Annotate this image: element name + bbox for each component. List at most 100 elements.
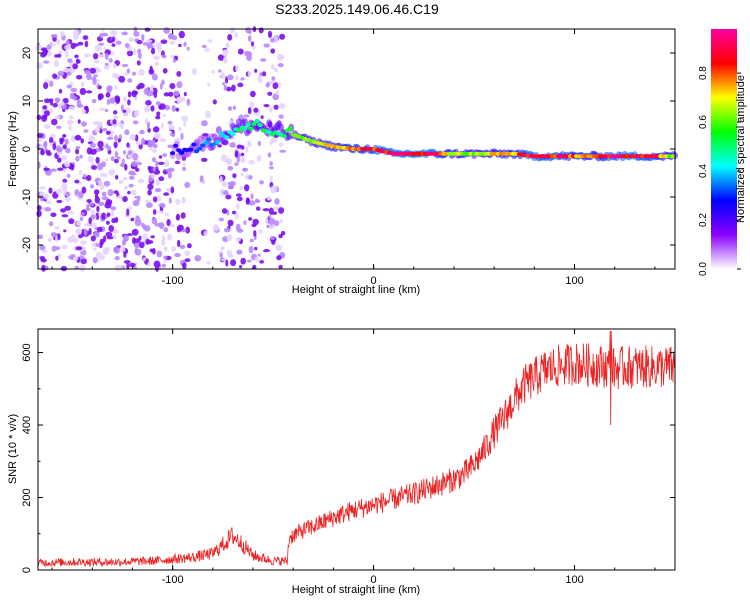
noise-blob — [110, 156, 115, 162]
noise-blob — [91, 165, 98, 170]
noise-blob — [271, 64, 275, 70]
noise-blob — [97, 93, 102, 101]
noise-blob — [250, 193, 254, 200]
noise-blob — [220, 245, 225, 251]
noise-blob — [139, 129, 145, 135]
noise-blob — [149, 146, 153, 151]
noise-blob — [255, 199, 261, 204]
noise-blob — [74, 54, 79, 59]
noise-blob — [64, 205, 71, 211]
noise-blob — [75, 148, 80, 155]
noise-blob — [147, 189, 152, 196]
noise-blob — [254, 246, 258, 251]
noise-blob — [94, 196, 101, 204]
noise-blob — [144, 105, 151, 113]
noise-blob — [97, 140, 104, 148]
noise-blob — [101, 212, 107, 220]
noise-blob — [206, 261, 211, 265]
noise-blob — [269, 175, 273, 182]
snr-y-tick-label: 200 — [21, 488, 33, 506]
noise-blob — [63, 229, 67, 233]
noise-blob — [52, 143, 57, 151]
noise-blob — [54, 97, 61, 103]
spectrogram-y-tick-label: 10 — [21, 95, 33, 107]
noise-blob — [127, 150, 133, 155]
noise-blob — [153, 55, 160, 61]
noise-blob — [51, 245, 57, 252]
noise-blob — [254, 256, 260, 262]
noise-blob — [123, 260, 131, 264]
noise-blob — [110, 210, 115, 217]
noise-blob — [158, 176, 165, 182]
noise-blob — [56, 199, 63, 204]
noise-blob — [83, 173, 87, 179]
noise-blob — [268, 106, 274, 113]
noise-blob — [99, 128, 103, 134]
noise-blob — [248, 200, 256, 206]
noise-blob — [155, 166, 159, 171]
noise-blob — [80, 138, 84, 144]
noise-blob — [165, 187, 173, 192]
noise-blob — [163, 192, 170, 196]
ridge-point — [188, 147, 194, 152]
noise-blob — [131, 90, 139, 95]
noise-blob — [225, 259, 229, 267]
noise-blob — [76, 59, 81, 64]
noise-blob — [137, 178, 145, 184]
noise-blob — [70, 135, 76, 142]
noise-blob — [227, 165, 234, 171]
ridge-point — [287, 126, 293, 131]
noise-blob — [70, 163, 75, 171]
noise-blob — [108, 168, 116, 176]
noise-blob — [76, 74, 83, 80]
noise-blob — [36, 62, 44, 69]
noise-blob — [152, 157, 156, 163]
noise-blob — [183, 92, 187, 97]
noise-blob — [267, 152, 272, 158]
noise-blob — [252, 218, 259, 226]
noise-blob — [168, 197, 172, 204]
noise-blob — [161, 235, 166, 242]
ridge-point — [242, 126, 248, 131]
noise-blob — [109, 97, 116, 104]
noise-blob — [127, 78, 133, 83]
noise-blob — [90, 148, 97, 155]
noise-blob — [260, 58, 267, 62]
noise-blob — [263, 104, 270, 108]
noise-blob — [178, 43, 182, 48]
noise-blob — [223, 56, 228, 64]
noise-blob — [225, 42, 230, 49]
noise-blob — [45, 200, 52, 205]
noise-blob — [81, 256, 85, 260]
noise-blob — [163, 27, 171, 34]
noise-blob — [84, 69, 91, 75]
noise-blob — [141, 34, 145, 41]
noise-blob — [70, 87, 78, 93]
noise-blob — [234, 150, 239, 158]
noise-blob — [156, 111, 161, 117]
noise-blob — [68, 218, 75, 225]
noise-blob — [227, 181, 234, 186]
noise-blob — [87, 202, 94, 207]
noise-blob — [163, 246, 168, 252]
noise-blob — [262, 71, 267, 77]
noise-blob — [149, 65, 153, 73]
noise-blob — [44, 98, 51, 104]
noise-blob — [57, 70, 65, 77]
noise-blob — [175, 198, 181, 205]
noise-blob — [177, 239, 181, 247]
noise-blob — [52, 73, 58, 79]
noise-blob — [272, 82, 279, 90]
noise-blob — [57, 253, 62, 258]
noise-blob — [270, 236, 275, 240]
noise-blob — [147, 261, 151, 267]
noise-blob — [88, 228, 92, 236]
noise-blob — [75, 246, 83, 251]
noise-blob — [136, 40, 143, 45]
noise-blob — [142, 42, 149, 46]
noise-blob — [222, 190, 229, 196]
noise-blob — [134, 109, 140, 117]
noise-blob — [44, 265, 49, 271]
noise-blob — [234, 162, 239, 166]
